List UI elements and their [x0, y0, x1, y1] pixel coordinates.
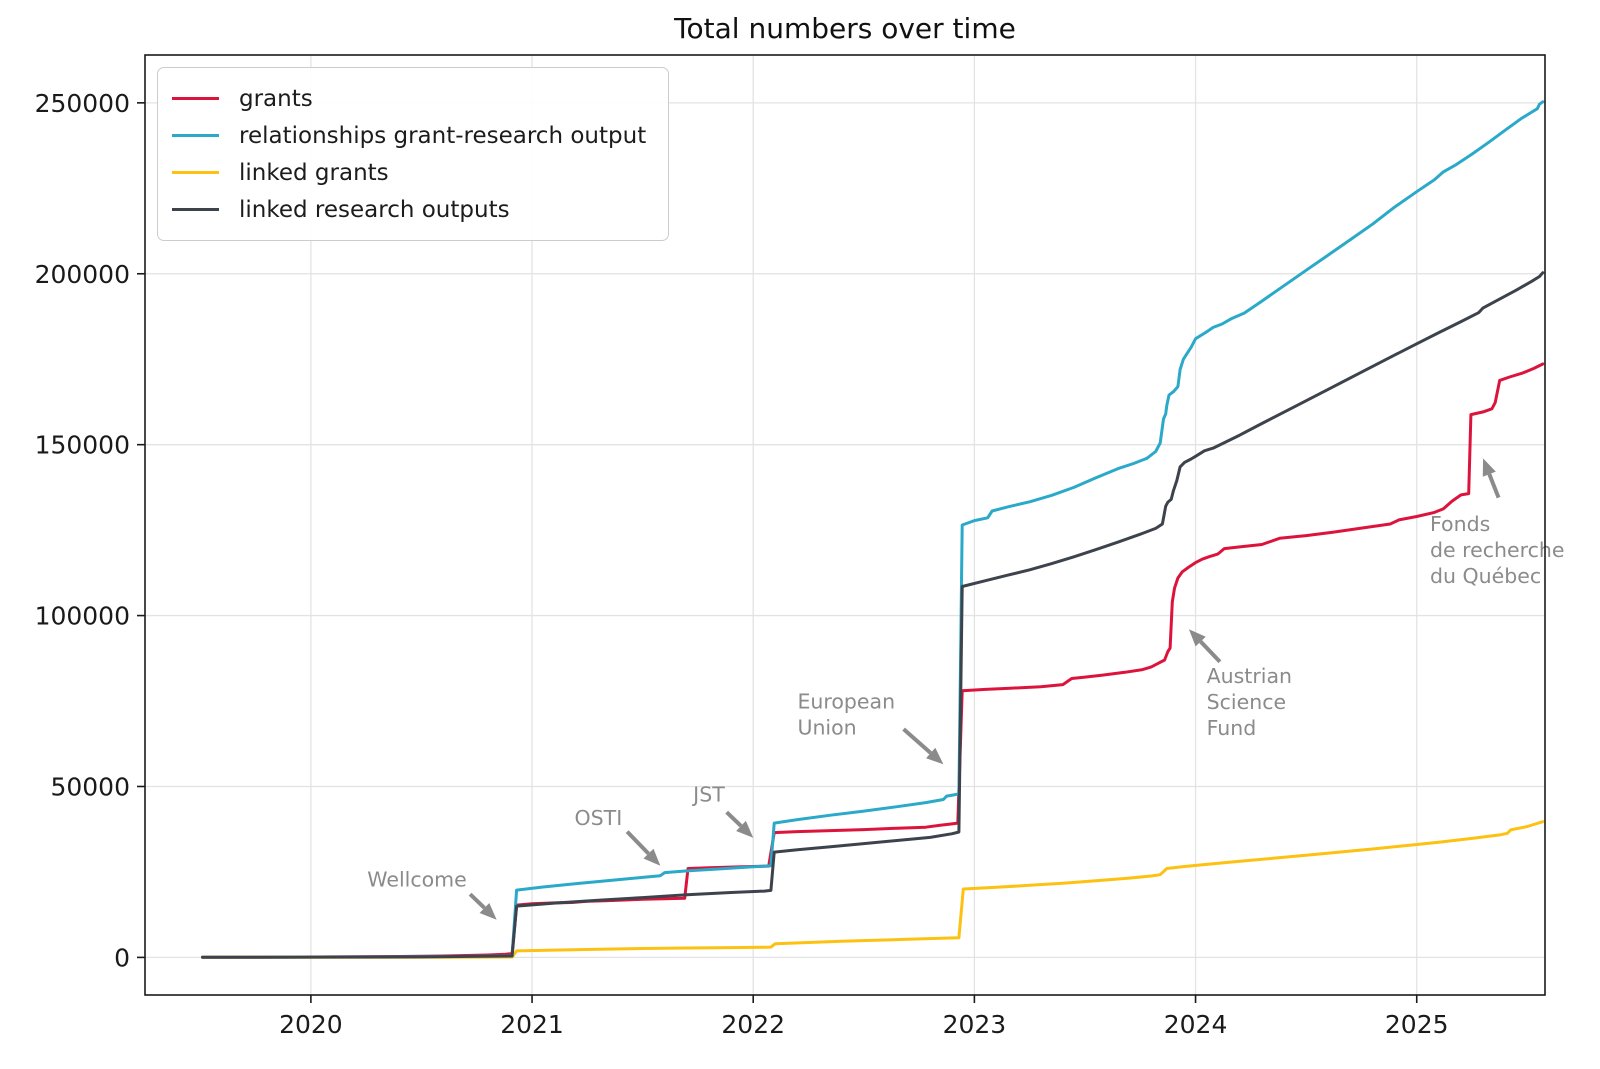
legend-swatch [172, 207, 219, 212]
line-linked-grants [201, 820, 1545, 959]
annotation-arrow-shaft [625, 830, 650, 855]
annotation-jst: JST [691, 783, 754, 838]
annotation-text-jst: JST [691, 783, 725, 807]
legend-label: relationships grant-research output [239, 122, 647, 149]
annotation-arrow-shaft [468, 892, 486, 910]
x-tick-label: 2021 [500, 1010, 564, 1039]
plot-frame [144, 54, 1546, 996]
legend-swatch [172, 170, 219, 175]
y-tick-label: 250000 [35, 89, 130, 118]
x-tick-label: 2025 [1385, 1010, 1449, 1039]
chart-title: Total numbers over time [674, 12, 1016, 45]
y-tick-label: 0 [114, 943, 130, 972]
x-tick-label: 2024 [1164, 1010, 1228, 1039]
annotation-arrow-shaft [1199, 640, 1222, 664]
legend-item-grants: grants [172, 80, 646, 117]
annotation-arrow-head [1482, 458, 1496, 477]
y-tick-label: 200000 [35, 260, 130, 289]
annotation-text-austrian-science-fund: Science [1207, 690, 1286, 714]
annotation-text-wellcome: Wellcome [367, 867, 466, 891]
annotation-text-fonds-de-recherche-du-quebec: du Québec [1430, 564, 1541, 588]
line-linked-research-outputs [201, 271, 1545, 959]
x-tick-label: 2023 [943, 1010, 1007, 1039]
legend: grants relationships grant-research outpu… [157, 67, 670, 241]
legend-label: linked research outputs [239, 196, 510, 223]
annotation-osti: OSTI [575, 806, 661, 866]
annotation-text-austrian-science-fund: Fund [1207, 716, 1257, 740]
annotation-arrow-shaft [725, 810, 743, 828]
y-tick-label: 50000 [50, 772, 130, 801]
annotation-arrow-head [643, 848, 661, 866]
legend-item-linked-grants: linked grants [172, 154, 646, 191]
annotation-text-osti: OSTI [575, 806, 623, 830]
legend-label: grants [239, 85, 313, 112]
legend-label: linked grants [239, 159, 389, 186]
annotation-arrow-head [926, 747, 944, 765]
series-group [201, 100, 1545, 959]
annotation-arrow-head [1188, 629, 1206, 647]
line-relationships-grant-research-output [201, 100, 1545, 959]
annotation-text-european-union: European [797, 690, 895, 714]
y-tick-label: 150000 [35, 431, 130, 460]
legend-swatch [172, 96, 219, 101]
legend-item-linked-research-outputs: linked research outputs [172, 191, 646, 228]
x-tick-label: 2020 [279, 1010, 343, 1039]
x-tick-label: 2022 [721, 1010, 785, 1039]
annotation-arrow-shaft [902, 727, 933, 755]
annotation-arrow-head [736, 820, 754, 838]
annotation-arrow-head [479, 902, 497, 920]
annotation-text-austrian-science-fund: Austrian [1207, 664, 1292, 688]
y-tick-label: 100000 [35, 602, 130, 631]
annotation-arrow-shaft [1487, 473, 1501, 499]
annotation-text-fonds-de-recherche-du-quebec: Fonds [1430, 512, 1490, 536]
legend-item-relationships-grant-research-output: relationships grant-research output [172, 117, 646, 154]
legend-swatch [172, 133, 219, 138]
annotation-text-fonds-de-recherche-du-quebec: de recherche [1430, 538, 1564, 562]
annotation-wellcome: Wellcome [367, 867, 497, 920]
annotation-text-european-union: Union [797, 716, 856, 740]
